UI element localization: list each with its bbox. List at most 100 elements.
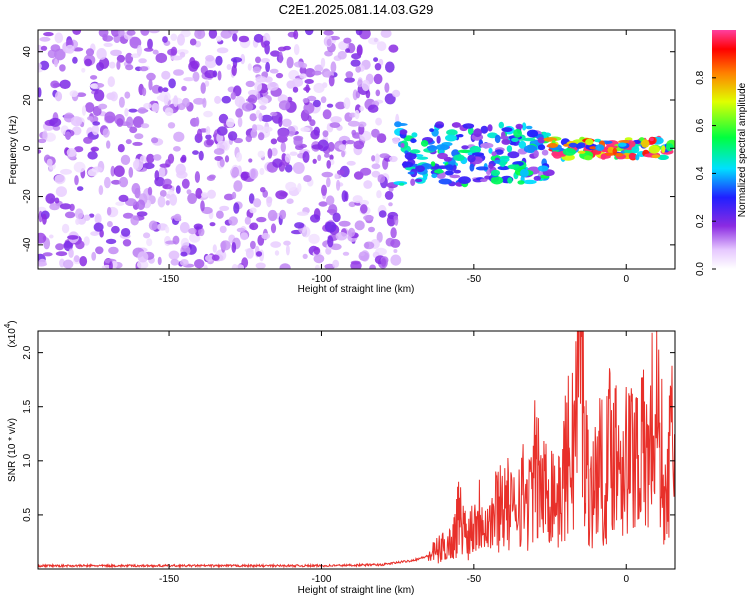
spectrogram-cell <box>81 67 86 73</box>
spectrogram-cell <box>54 58 58 68</box>
spectrogram-cell <box>173 69 184 76</box>
spectrogram-cell <box>116 118 124 127</box>
spectrogram-cell <box>77 186 84 192</box>
spectrogram-cell <box>205 126 211 136</box>
spectrogram-cell <box>139 66 149 72</box>
spectrogram-cell <box>451 122 461 128</box>
spectrogram-cell <box>379 153 390 159</box>
spectrogram-cell <box>430 161 436 167</box>
spectrogram-cell <box>186 189 192 195</box>
spectrogram-cell <box>245 80 255 88</box>
spectrogram-cell <box>312 158 317 164</box>
spectrogram-cell <box>49 117 62 127</box>
spectrogram-cell <box>589 146 597 150</box>
spectrogram-cell <box>132 116 144 128</box>
spectrogram-cell <box>183 77 195 82</box>
spectrogram-cell <box>195 116 200 127</box>
spectrogram-cell <box>131 183 141 195</box>
colorbar-tick-label: 0.2 <box>695 214 706 228</box>
spectrogram-cell <box>93 89 105 102</box>
spectrogram-cell <box>252 66 261 74</box>
spectrogram-cell <box>65 44 75 54</box>
spectrogram-cell <box>279 209 287 220</box>
spectrogram-cell <box>96 48 107 60</box>
spectrogram-cell <box>73 255 80 263</box>
spectrogram-cell <box>181 85 187 92</box>
spectrogram-cell <box>118 176 129 188</box>
spectrogram-cell <box>399 129 408 135</box>
spectrogram-plot: -150 -100 -50 0 -40 -20 0 20 40 <box>22 29 676 285</box>
spectrogram-cell <box>332 259 340 268</box>
spectrogram-cell <box>236 227 246 233</box>
spectrogram-cell <box>506 145 513 153</box>
spectrogram-cell <box>312 99 321 108</box>
spectrogram-cell <box>42 213 47 225</box>
spectrogram-cell <box>85 48 95 57</box>
spectrogram-cell <box>612 148 618 155</box>
spectrogram-cell <box>251 124 258 133</box>
spectrogram-cell <box>230 57 243 63</box>
spectrogram-cell <box>292 162 305 174</box>
y-tick-label: -40 <box>22 237 33 252</box>
spectrogram-cell <box>159 163 170 168</box>
spectrogram-cell <box>649 137 654 142</box>
spectrogram-cell <box>278 100 291 111</box>
spectrogram-cell <box>98 30 109 38</box>
spectrogram-cell <box>522 137 536 142</box>
spectrogram-cell <box>326 160 332 169</box>
spectrogram-cell <box>170 33 178 41</box>
spectrogram-cell <box>209 222 216 227</box>
spectrogram-frame <box>37 29 676 270</box>
spectrogram-cell <box>488 147 493 154</box>
spectrogram-cell <box>61 223 70 234</box>
spectrogram-cell <box>270 138 278 145</box>
spectrogram-cell <box>38 87 42 98</box>
spectrogram-cell <box>54 91 63 102</box>
spectrogram-cell <box>272 158 283 168</box>
spectrogram-cell <box>104 111 116 123</box>
spectrogram-cell <box>203 110 213 118</box>
spectrogram-cell <box>170 46 178 56</box>
spectrogram-cell <box>140 30 150 36</box>
spectrogram-cell <box>427 145 438 152</box>
spectrogram-cell <box>189 38 197 46</box>
chart-title: C2E1.2025.081.14.03.G29 <box>279 2 434 17</box>
spectrogram-cell <box>515 123 523 130</box>
y-tick-label: 1.5 <box>22 399 33 413</box>
spectrogram-cell <box>129 36 140 45</box>
spectrogram-cell <box>437 152 448 160</box>
spectrogram-cell <box>193 97 206 105</box>
spectrogram-cell <box>103 42 113 48</box>
spectrogram-cell <box>389 155 398 163</box>
spectrogram-cell <box>234 96 246 108</box>
spectrogram-cell <box>350 59 361 67</box>
spectrogram-cell <box>494 159 502 164</box>
spectrogram-cell <box>374 153 380 165</box>
spectrogram-cell <box>303 175 312 182</box>
spectrogram-cell <box>324 152 330 158</box>
spectrogram-cell <box>302 226 311 238</box>
spectrogram-cell <box>110 49 122 56</box>
spectrogram-cell <box>265 61 270 73</box>
spectrogram-cell <box>302 151 310 163</box>
spectrogram-cell <box>311 70 322 76</box>
spectrogram-cell <box>120 228 131 237</box>
spectrogram-cell <box>457 134 464 138</box>
spectrogram-cell <box>188 228 197 235</box>
spectrogram-cell <box>59 64 66 72</box>
spectrogram-cell <box>204 70 216 79</box>
spectrogram-cell <box>254 80 262 92</box>
spectrogram-cell <box>380 30 392 38</box>
spectrogram-cell <box>461 145 469 150</box>
spectrogram-cell <box>453 154 465 161</box>
spectrogram-cell <box>342 251 350 256</box>
spectrogram-cell <box>371 163 381 170</box>
spectrogram-cell <box>373 73 383 85</box>
spectrogram-cell <box>363 180 373 189</box>
spectrogram-cell <box>203 264 208 269</box>
spectrogram-cell <box>259 167 265 176</box>
spectrogram-cell <box>39 36 51 42</box>
spectrogram-cell <box>473 128 482 138</box>
colorbar-tick-label: 0.0 <box>695 262 706 276</box>
spectrogram-cell <box>76 92 87 97</box>
